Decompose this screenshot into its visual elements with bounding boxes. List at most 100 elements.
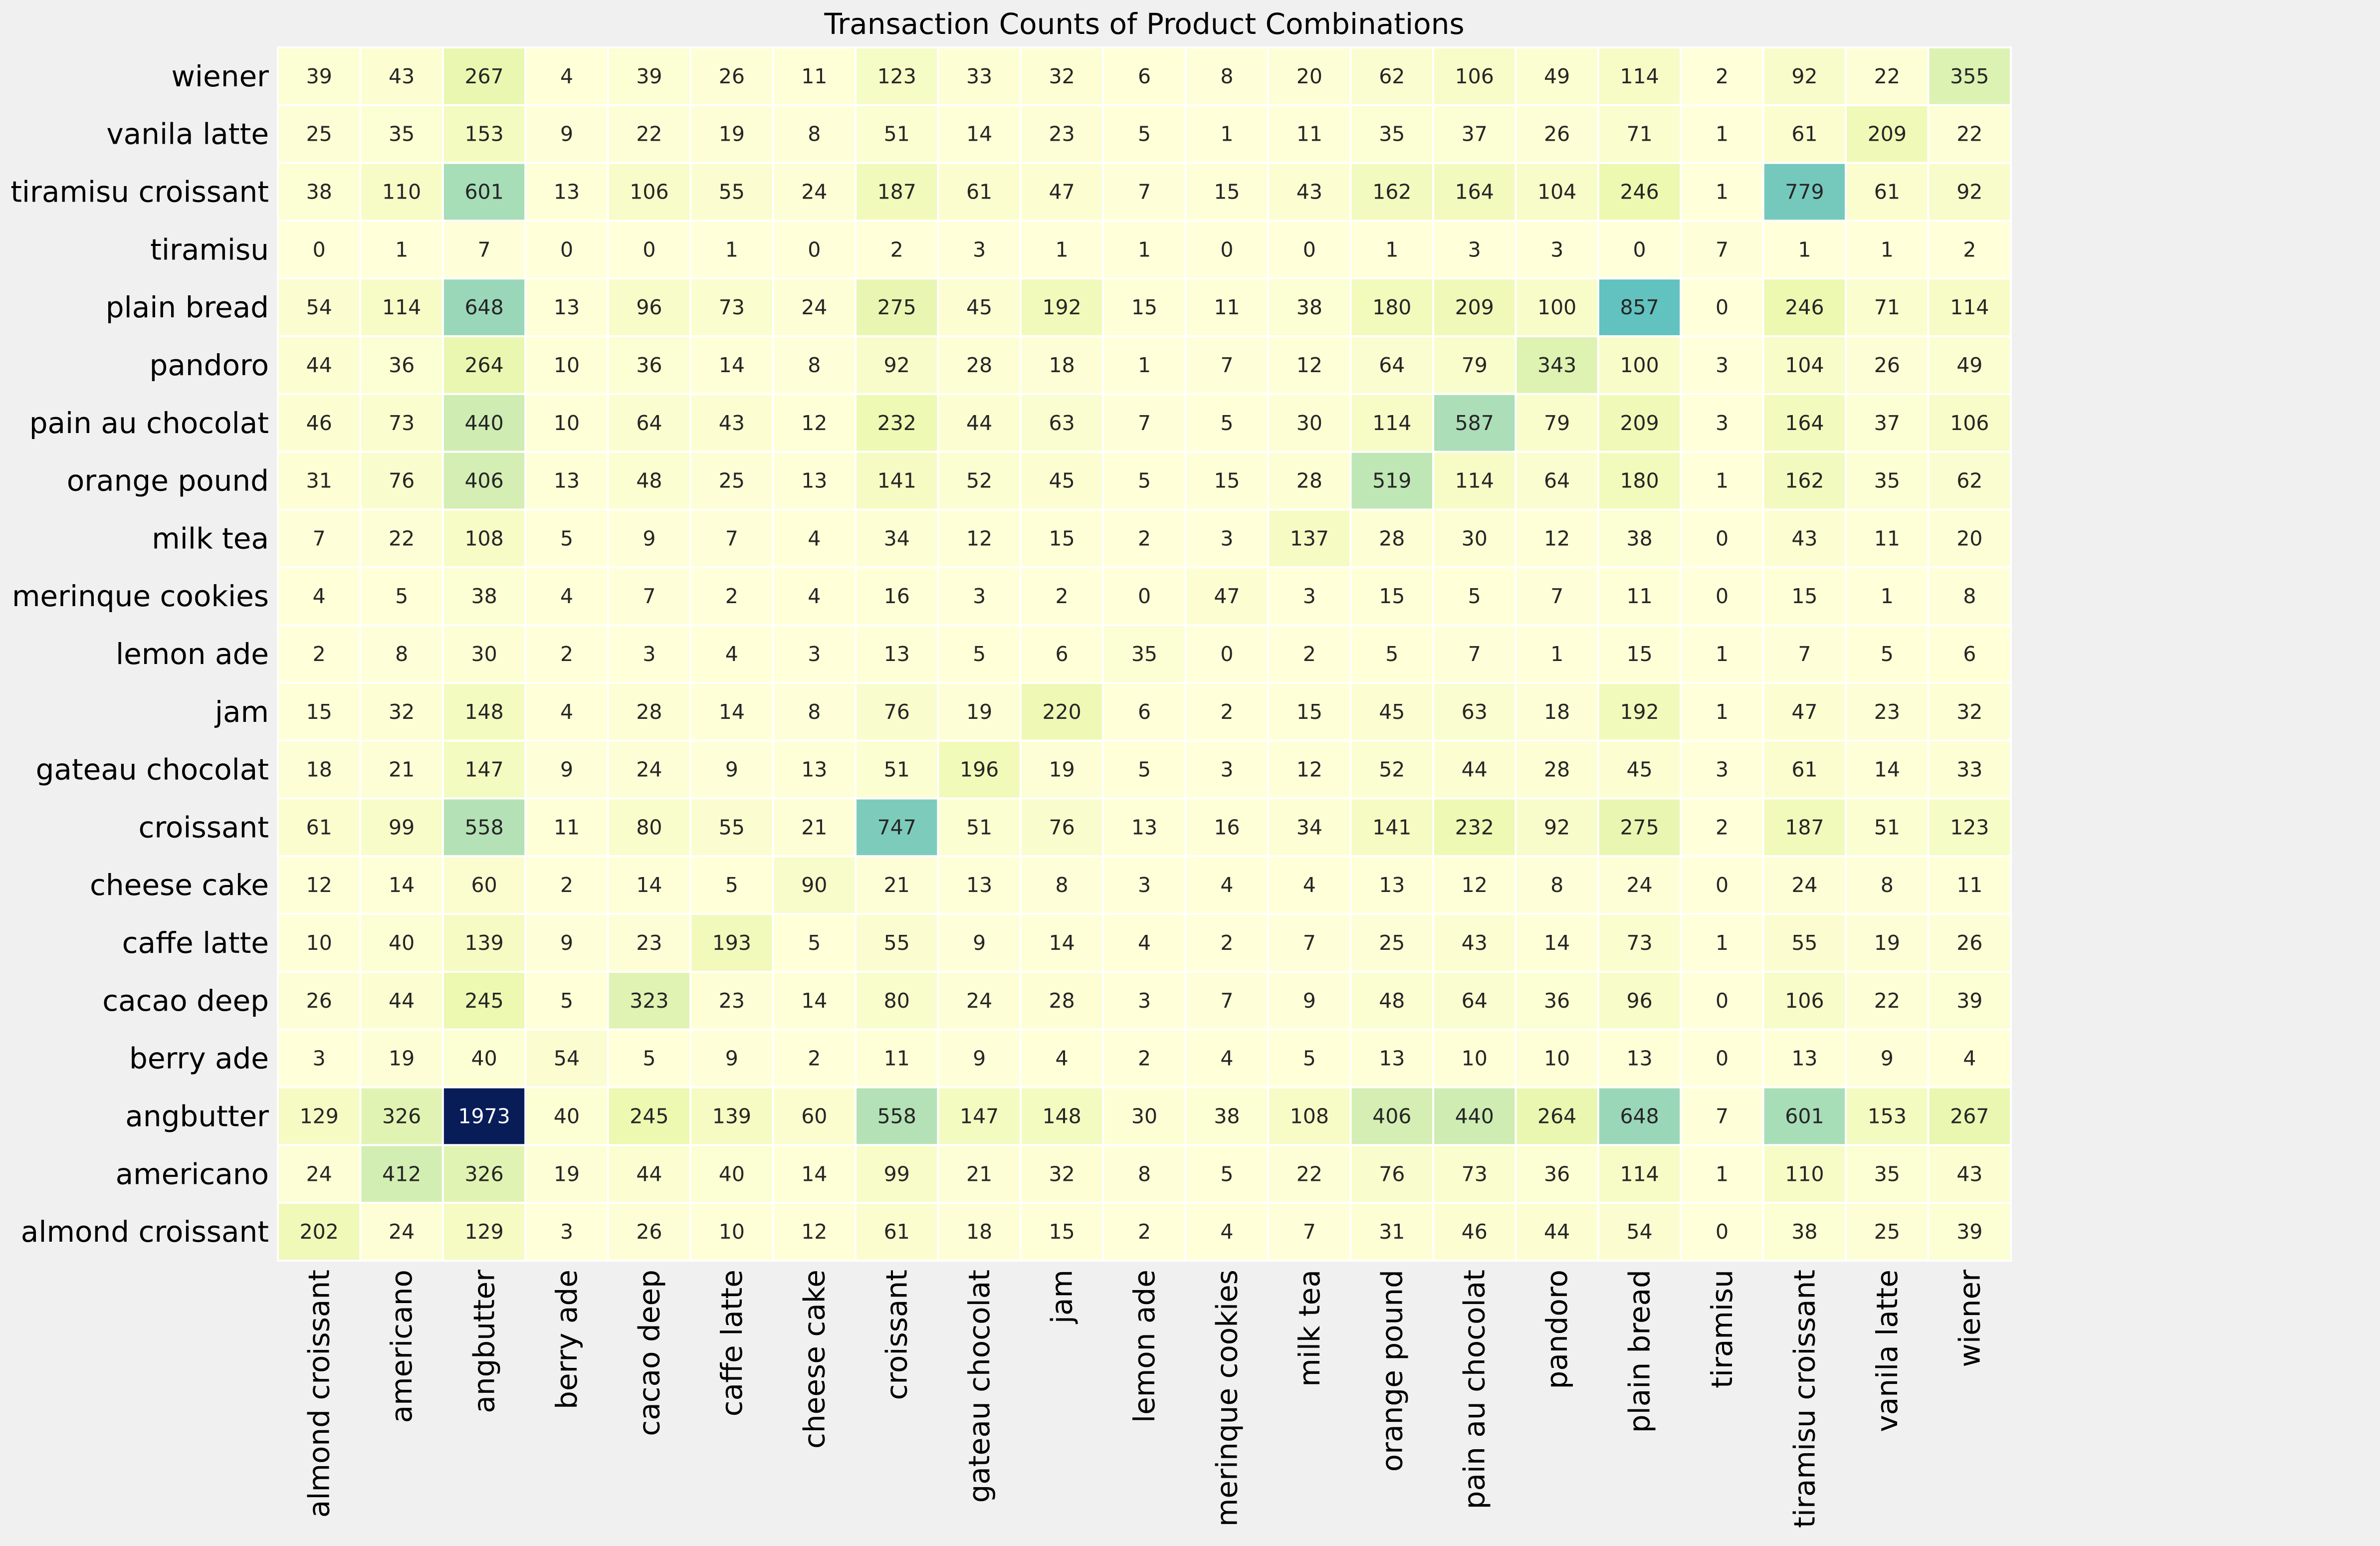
- heatmap-cell: [359, 855, 444, 915]
- cell-value-label: 23: [636, 931, 662, 955]
- heatmap-cell: [524, 277, 609, 338]
- cell-value-label: 28: [1049, 989, 1075, 1013]
- cell-value-label: 25: [719, 469, 745, 493]
- cell-value-label: 7: [1550, 584, 1563, 608]
- heatmap-cell: [1515, 220, 1599, 280]
- heatmap-cell: [1515, 104, 1599, 164]
- cell-value-label: 13: [554, 469, 580, 493]
- heatmap-cell: [1680, 1202, 1764, 1262]
- cell-value-label: 6: [1138, 64, 1151, 88]
- x-tick-label: orange pound: [1375, 1270, 1409, 1472]
- heatmap-cell: [1102, 1202, 1187, 1262]
- x-tick-label: vanila latte: [1870, 1270, 1904, 1432]
- heatmap-cell: [772, 624, 857, 684]
- cell-value-label: 601: [464, 180, 503, 204]
- heatmap-cell: [1102, 970, 1187, 1031]
- heatmap-cell: [1432, 1086, 1517, 1146]
- heatmap-cell: [524, 566, 609, 627]
- heatmap-cell: [855, 1202, 939, 1262]
- heatmap-cell: [1349, 277, 1435, 338]
- cell-value-label: 30: [1462, 526, 1488, 550]
- heatmap-cell: [937, 739, 1022, 800]
- cell-value-label: 38: [471, 584, 497, 608]
- heatmap-cell: [689, 162, 774, 222]
- heatmap-cell: [855, 1144, 939, 1204]
- cell-value-label: 3: [1716, 353, 1729, 377]
- y-tick-label: orange pound: [67, 464, 269, 498]
- heatmap-cell: [855, 855, 939, 915]
- heatmap-cell: [772, 1202, 857, 1262]
- cell-value-label: 51: [1874, 815, 1900, 839]
- heatmap-cell: [855, 46, 939, 106]
- cell-value-label: 1: [395, 237, 408, 261]
- cell-value-label: 108: [464, 526, 503, 550]
- cell-value-label: 4: [1138, 931, 1151, 955]
- cell-value-label: 139: [464, 931, 503, 955]
- heatmap-cell: [607, 220, 692, 280]
- heatmap-cell: [1927, 566, 2012, 627]
- cell-value-label: 193: [712, 931, 751, 955]
- cell-value-label: 9: [1881, 1047, 1894, 1071]
- cell-value-label: 1: [1716, 700, 1729, 724]
- cell-value-label: 264: [1537, 1104, 1576, 1128]
- cell-value-label: 1: [1716, 180, 1729, 204]
- cell-value-label: 64: [1379, 353, 1405, 377]
- heatmap-cell: [1845, 855, 1930, 915]
- cell-value-label: 2: [725, 584, 738, 608]
- cell-value-label: 2: [313, 642, 326, 666]
- cell-value-label: 28: [1379, 526, 1405, 550]
- cell-value-label: 10: [306, 931, 332, 955]
- heatmap-cell: [772, 913, 857, 973]
- cell-value-label: 232: [1455, 815, 1494, 839]
- cell-value-label: 24: [636, 758, 662, 782]
- cell-value-label: 114: [382, 295, 421, 319]
- heatmap-cell: [441, 1028, 527, 1089]
- x-tick-label: pandoro: [1540, 1270, 1574, 1389]
- cell-value-label: 196: [960, 758, 999, 782]
- cell-value-label: 2: [1138, 526, 1151, 550]
- cell-value-label: 3: [1138, 873, 1151, 897]
- cell-value-label: 73: [719, 295, 745, 319]
- cell-value-label: 25: [1874, 1220, 1900, 1244]
- cell-value-label: 19: [966, 700, 992, 724]
- heatmap-cell: [1927, 1028, 2012, 1089]
- y-tick-label: tiramisu: [150, 232, 269, 266]
- heatmap-cell: [607, 797, 692, 858]
- heatmap-cell: [277, 1144, 362, 1204]
- cell-value-label: 100: [1620, 353, 1659, 377]
- cell-value-label: 648: [1620, 1104, 1659, 1128]
- cell-value-label: 79: [1544, 411, 1570, 435]
- cell-value-label: 440: [464, 411, 503, 435]
- heatmap-cell: [1349, 1086, 1435, 1146]
- cell-value-label: 7: [1468, 642, 1481, 666]
- heatmap-cell: [607, 739, 692, 800]
- heatmap-cell: [1845, 1202, 1930, 1262]
- cell-value-label: 14: [1049, 931, 1075, 955]
- cell-value-label: 104: [1537, 180, 1576, 204]
- cell-value-label: 38: [1626, 526, 1652, 550]
- cell-value-label: 76: [1379, 1162, 1405, 1186]
- cell-value-label: 3: [1138, 989, 1151, 1013]
- cell-value-label: 5: [395, 584, 408, 608]
- cell-value-label: 246: [1620, 180, 1659, 204]
- heatmap-cell: [1680, 970, 1764, 1031]
- heatmap-cell: [277, 450, 362, 511]
- cell-value-label: 40: [389, 931, 415, 955]
- heatmap-cell: [1432, 1202, 1517, 1262]
- cell-value-label: 232: [877, 411, 916, 435]
- cell-value-label: 14: [1874, 758, 1900, 782]
- heatmap-cell: [1762, 393, 1847, 453]
- heatmap-cell: [607, 335, 692, 395]
- cell-value-label: 106: [1785, 989, 1824, 1013]
- cell-value-label: 141: [1372, 815, 1411, 839]
- cell-value-label: 3: [1220, 526, 1233, 550]
- cell-value-label: 7: [643, 584, 655, 608]
- heatmap-cell: [277, 277, 362, 338]
- heatmap-cell: [1019, 104, 1104, 164]
- heatmap-cell: [937, 1086, 1022, 1146]
- heatmap-cell: [855, 913, 939, 973]
- cell-value-label: 25: [1379, 931, 1405, 955]
- heatmap-cell: [1597, 1144, 1682, 1204]
- heatmap-cell: [441, 277, 527, 338]
- cell-value-label: 11: [801, 64, 827, 88]
